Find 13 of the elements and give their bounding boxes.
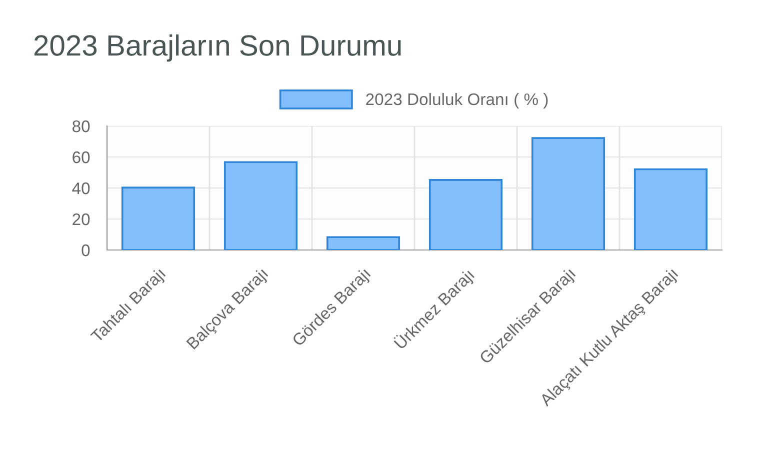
y-tick-label: 80 [72, 120, 90, 132]
legend-label: 2023 Doluluk Oranı ( % ) [366, 92, 548, 108]
bar [121, 186, 196, 250]
y-tick-label: 40 [72, 182, 90, 194]
bar [428, 179, 503, 250]
y-tick-label: 60 [72, 151, 90, 164]
bar [326, 236, 400, 250]
bar [531, 137, 606, 250]
bar [224, 161, 298, 250]
chart-title: 2023 Barajların Son Durumu [34, 34, 401, 62]
bar [634, 168, 708, 250]
y-tick-label: 20 [72, 213, 90, 226]
y-tick-label: 0 [82, 244, 90, 256]
